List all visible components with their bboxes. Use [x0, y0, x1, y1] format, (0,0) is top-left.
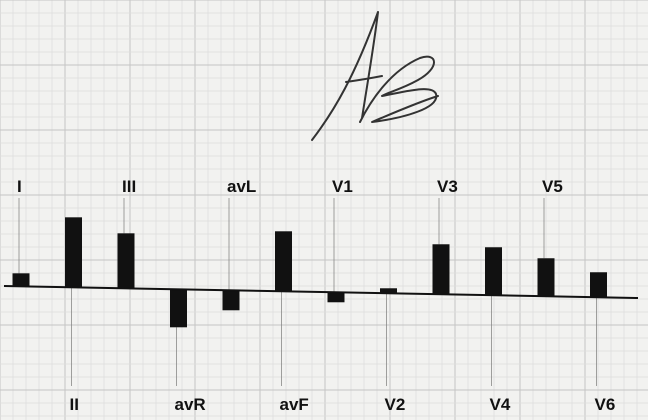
lead-label-v2: V2 — [385, 395, 406, 414]
bar-avl — [222, 290, 240, 311]
lead-label-iii: III — [122, 177, 136, 196]
handwritten-signature — [311, 11, 439, 141]
bar-avf — [275, 231, 292, 292]
lead-label-avr: avR — [175, 395, 206, 414]
lead-label-v5: V5 — [542, 177, 563, 196]
bar-iii — [117, 233, 135, 289]
bar-v5 — [537, 258, 555, 297]
lead-label-v3: V3 — [437, 177, 458, 196]
baseline-axis — [3, 285, 639, 299]
bar-v6 — [590, 272, 607, 298]
lead-guide-lines — [18, 198, 597, 386]
lead-label-avl: avL — [227, 177, 256, 196]
bar-i — [12, 273, 30, 287]
bar-ii — [65, 217, 82, 288]
lead-label-avf: avF — [280, 395, 309, 414]
lead-label-v4: V4 — [490, 395, 511, 414]
lead-label-v6: V6 — [595, 395, 616, 414]
bar-v4 — [485, 247, 502, 296]
bars — [12, 217, 607, 328]
lead-label-v1: V1 — [332, 177, 353, 196]
bar-avr — [170, 289, 187, 328]
lead-label-ii: II — [70, 395, 79, 414]
bar-v2 — [380, 288, 397, 294]
lead-label-i: I — [17, 177, 22, 196]
bar-v1 — [327, 292, 345, 303]
bar-v3 — [432, 244, 450, 295]
